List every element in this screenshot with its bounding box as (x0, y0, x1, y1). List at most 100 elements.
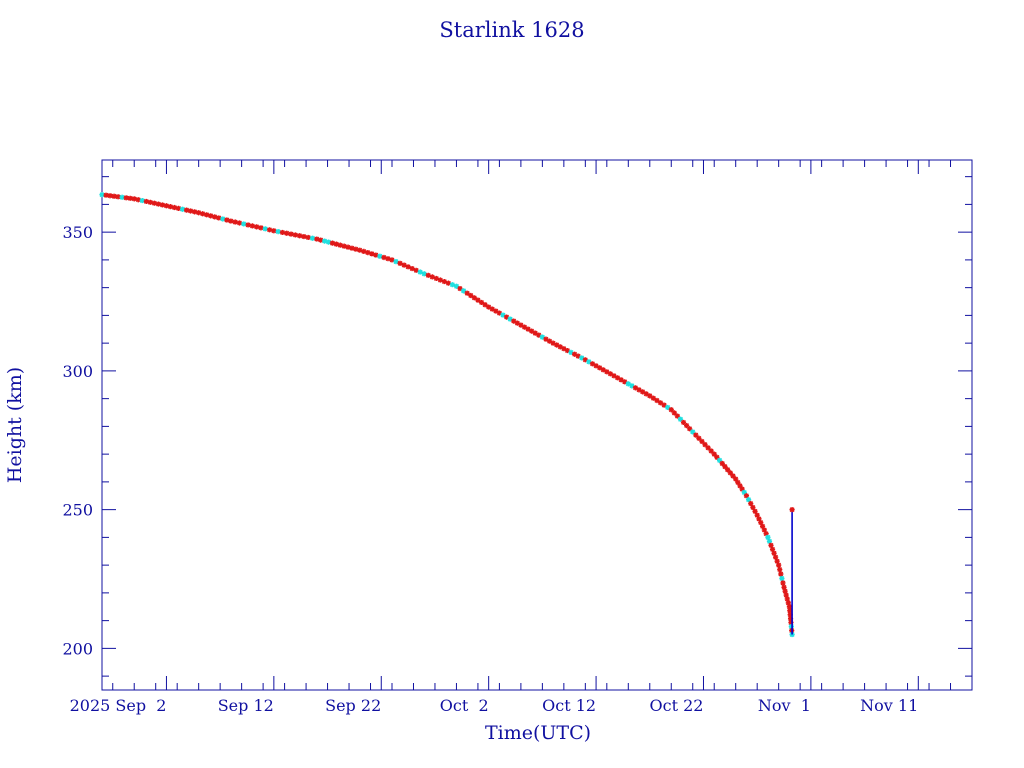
series-a-marker (341, 243, 347, 249)
series-a-marker (769, 546, 776, 552)
series-a-marker (111, 193, 117, 199)
series-a-marker (249, 223, 255, 229)
series-b-marker (765, 534, 771, 540)
series-b-marker (500, 312, 506, 318)
x-tick-label: Nov 1 (758, 696, 811, 715)
series-a-marker (708, 448, 714, 454)
series-a-marker (696, 435, 702, 441)
series-a-marker (301, 233, 307, 240)
series-a-marker (780, 580, 786, 586)
series-a-marker (155, 201, 161, 207)
series-a-marker (103, 192, 109, 198)
series-b-marker (393, 259, 399, 265)
series-a-marker (381, 254, 387, 261)
series-a-marker (441, 278, 447, 285)
plot-frame (101, 159, 973, 691)
series-a-marker (699, 438, 705, 445)
series-a-marker (349, 245, 355, 251)
series-a-marker (786, 604, 793, 610)
x-axis-title: Time(UTC) (485, 722, 591, 744)
series-a-marker (171, 204, 178, 211)
series-a-marker (611, 373, 617, 379)
series-a-marker (131, 196, 137, 202)
series-a-marker (385, 256, 391, 262)
series-b-marker (99, 192, 105, 198)
series-a-marker (486, 304, 492, 310)
series-a-marker (200, 211, 206, 217)
y-tick-label: 350 (62, 223, 93, 242)
series-a-marker (650, 395, 656, 401)
series-a-marker (478, 299, 485, 306)
series-a-marker (561, 346, 567, 352)
series-a-marker (183, 207, 190, 213)
series-a-marker (750, 504, 756, 511)
series-a-marker (768, 542, 774, 548)
series-b-marker (241, 221, 247, 227)
series-a-marker (464, 290, 470, 296)
series-b-marker (779, 575, 785, 582)
series-a-marker (607, 371, 613, 377)
series-a-marker (557, 344, 563, 350)
series-a-marker (228, 218, 234, 224)
series-a-marker (737, 483, 743, 489)
x-tick-label: Oct 22 (650, 696, 704, 715)
series-a-marker (493, 308, 499, 314)
series-a-marker (774, 558, 780, 564)
series-a-marker (489, 306, 495, 312)
series-a-marker (369, 251, 375, 257)
series-a-marker (722, 464, 728, 470)
series-a-marker (305, 234, 311, 241)
series-a-marker (725, 467, 731, 473)
series-a-marker (674, 413, 680, 419)
series-a-marker (748, 500, 754, 507)
series-b-marker (625, 381, 631, 387)
x-tick-label: Nov 11 (860, 696, 918, 715)
series-a-marker (475, 297, 481, 303)
series-b-marker (586, 359, 592, 365)
series-a-marker (208, 213, 214, 219)
series-b-marker (507, 316, 513, 322)
series-a-marker (705, 445, 711, 451)
series-b-marker (139, 197, 145, 204)
series-b-marker (220, 216, 226, 222)
series-b-marker (629, 383, 635, 389)
series-a-marker (143, 198, 149, 205)
series-a-marker (521, 324, 528, 330)
series-a-marker (496, 310, 503, 316)
series-a-marker (550, 340, 556, 346)
y-tick-label: 200 (62, 639, 93, 658)
series-a-marker (337, 242, 343, 248)
series-b-marker (262, 226, 268, 232)
series-a-marker (752, 508, 758, 514)
series-a-marker (711, 451, 717, 457)
series-a-marker (254, 224, 260, 230)
series-a-marker (175, 205, 182, 211)
series-a-marker (232, 219, 238, 225)
series-a-marker (763, 531, 769, 537)
series-a-marker (636, 387, 642, 393)
series-a-marker (216, 215, 222, 221)
series-b-marker (421, 271, 427, 277)
series-a-marker (781, 584, 787, 590)
x-tick-label: Sep 12 (218, 696, 274, 715)
series-a-marker (357, 247, 363, 253)
series-b-marker (461, 288, 467, 294)
x-tick-label: 2025 Sep 2 (70, 696, 167, 715)
series-a-marker (571, 351, 578, 357)
series-a-marker (777, 566, 783, 573)
series-a-marker (511, 318, 517, 324)
series-b-marker (449, 282, 456, 288)
series-a-marker (245, 222, 251, 228)
series-a-marker (457, 285, 463, 292)
series-a-marker (622, 379, 628, 385)
series-a-marker (778, 571, 784, 577)
series-a-marker (597, 365, 603, 371)
series-a-marker (266, 227, 273, 233)
series-a-marker (433, 275, 439, 282)
series-b-marker (741, 489, 747, 496)
series-a-marker (284, 230, 290, 236)
series-a-marker (297, 233, 303, 239)
y-tick-label: 300 (62, 362, 93, 381)
series-a-marker (693, 432, 699, 438)
